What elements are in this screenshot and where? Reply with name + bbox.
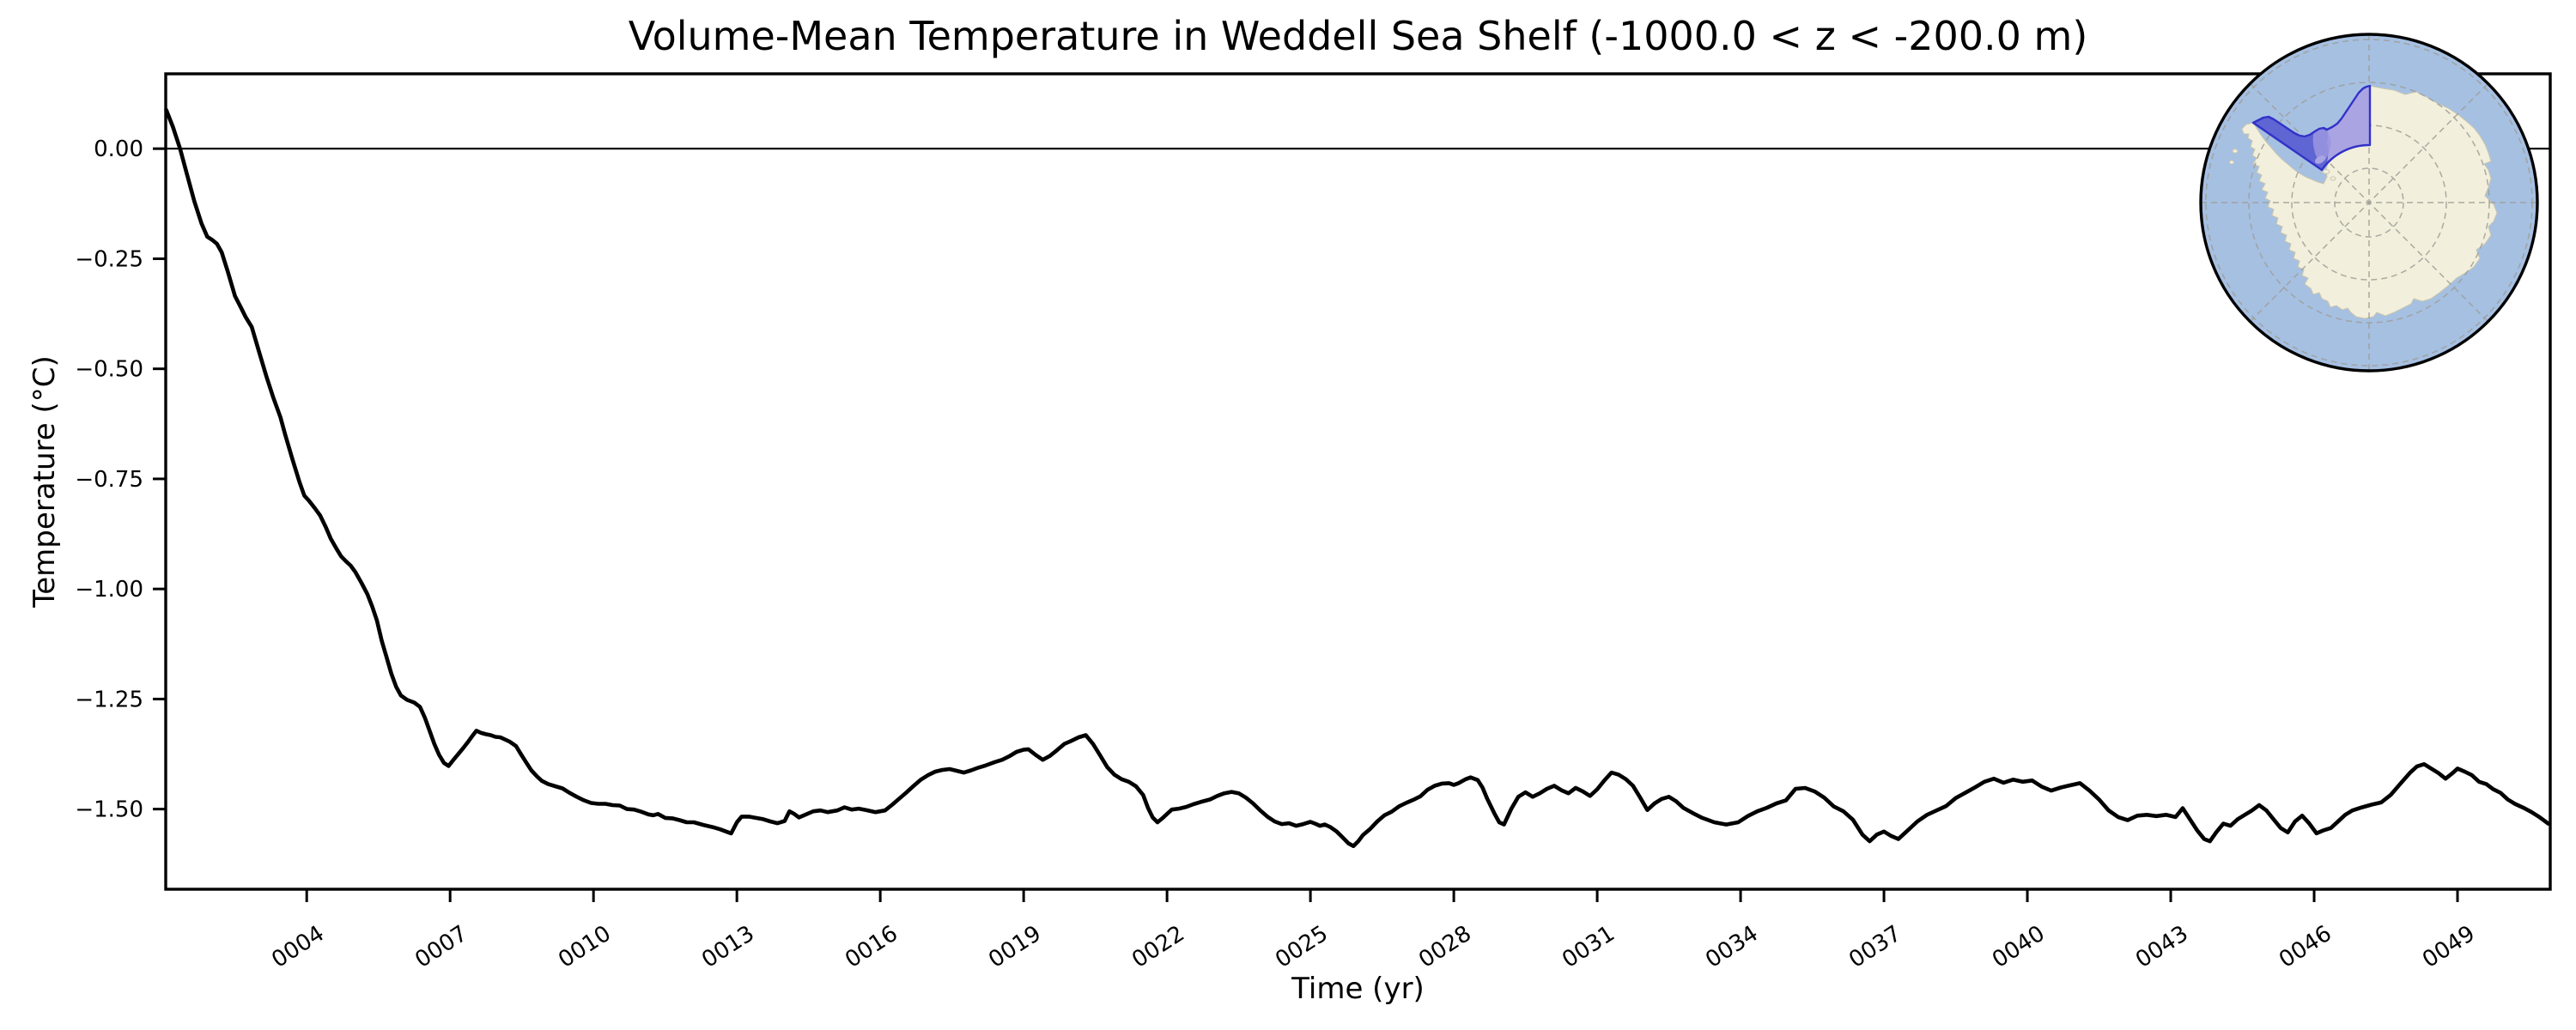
x-tick-label: 0043 xyxy=(2131,921,2193,973)
x-tick-label: 0037 xyxy=(1844,921,1906,973)
x-tick-label: 0019 xyxy=(984,921,1046,973)
y-tick-label: −1.00 xyxy=(75,577,143,603)
berkner-island xyxy=(2315,155,2325,164)
weddell-region-outline xyxy=(2251,84,2372,172)
x-tick-label: 0022 xyxy=(1127,921,1189,973)
weddell-region-land-part xyxy=(2253,86,2370,170)
x-tick-label: 0040 xyxy=(1988,921,2050,973)
y-tick-label: −1.25 xyxy=(75,687,143,712)
y-tick-label: −0.75 xyxy=(75,467,143,493)
x-tick-label: 0031 xyxy=(1558,921,1619,973)
y-tick-label: 0.00 xyxy=(94,136,143,162)
x-tick-label: 0010 xyxy=(554,921,616,973)
x-tick-label: 0028 xyxy=(1414,921,1476,973)
y-tick-label: −1.50 xyxy=(75,797,143,823)
x-tick-label: 0046 xyxy=(2275,921,2336,973)
x-axis-label: Time (yr) xyxy=(1291,972,1425,1006)
x-tick-label: 0004 xyxy=(267,921,329,973)
coastal-islet xyxy=(2322,169,2330,174)
map-rim xyxy=(2199,33,2539,373)
coastal-islet xyxy=(2228,160,2235,165)
weddell-region-sea-part xyxy=(2253,117,2329,170)
graticule xyxy=(2201,34,2537,371)
ice-shelf-patch xyxy=(2312,129,2331,161)
temperature-line xyxy=(164,107,2551,849)
coastal-islet xyxy=(2232,148,2239,154)
axes-frame xyxy=(164,72,2552,891)
x-tick-label: 0007 xyxy=(410,921,472,973)
x-tick-label: 0013 xyxy=(697,921,759,973)
y-tick-label: −0.50 xyxy=(75,357,143,383)
x-tick-label: 0025 xyxy=(1271,921,1333,973)
x-tick-label: 0016 xyxy=(841,921,902,973)
x-tick-label: 0049 xyxy=(2418,921,2480,973)
x-tick-label: 0034 xyxy=(1701,921,1763,973)
y-axis-label: Temperature (°C) xyxy=(27,355,62,608)
antarctica-inset-map xyxy=(2199,33,2539,373)
chart-title: Volume-Mean Temperature in Weddell Sea S… xyxy=(628,13,2088,59)
y-tick-label: −0.25 xyxy=(75,246,143,272)
coastal-islet xyxy=(2330,176,2336,181)
